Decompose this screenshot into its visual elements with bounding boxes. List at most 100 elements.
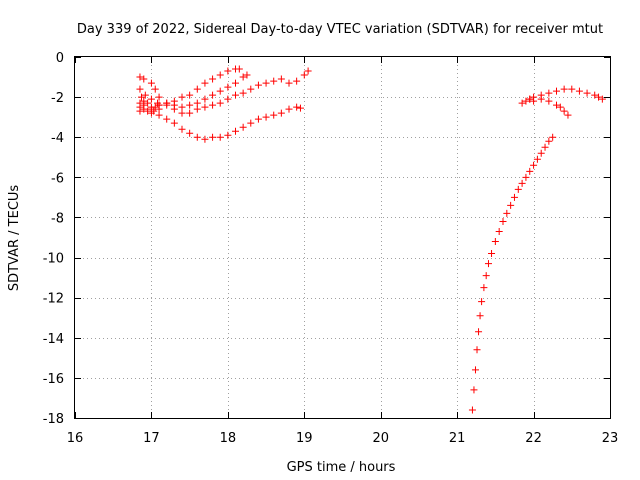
data-point-marker	[537, 149, 545, 157]
axis-ticks	[75, 57, 611, 419]
y-tick-label: -10	[43, 252, 64, 267]
data-point-marker	[480, 284, 488, 292]
data-point-marker	[262, 79, 270, 87]
data-point-marker	[277, 75, 285, 83]
data-point-marker	[537, 95, 545, 103]
data-point-marker	[232, 91, 239, 99]
data-point-marker	[526, 95, 534, 103]
data-point-marker	[285, 79, 293, 87]
data-point-marker	[193, 105, 201, 113]
tick-labels: 16 17 18 19 20 21 22 23 0 -2 -4 -6 -8 -10 -12 -14 -16 -18	[43, 51, 619, 446]
data-point-marker	[141, 91, 149, 99]
plot-frame	[74, 56, 611, 419]
series-arc-right-lower	[526, 95, 572, 119]
data-point-marker	[178, 109, 186, 117]
data-point-marker	[560, 107, 568, 115]
data-point-marker	[476, 312, 484, 320]
data-point-marker	[296, 104, 304, 112]
data-point-marker	[186, 91, 194, 99]
data-markers	[136, 65, 606, 414]
data-point-marker	[136, 73, 144, 81]
chart-title: Day 339 of 2022, Sidereal Day-to-day VTE…	[77, 22, 603, 37]
data-point-marker	[270, 111, 278, 119]
data-point-marker	[595, 93, 603, 101]
data-point-marker	[545, 89, 553, 97]
data-point-marker	[277, 109, 285, 117]
data-point-marker	[262, 113, 270, 121]
y-tick-label: -4	[51, 131, 64, 146]
data-point-marker	[201, 103, 209, 111]
data-point-marker	[471, 366, 479, 374]
data-point-marker	[232, 79, 239, 87]
data-point-marker	[475, 328, 483, 336]
x-tick-label: 23	[602, 431, 619, 446]
data-point-marker	[144, 99, 152, 107]
data-point-marker	[482, 272, 490, 280]
data-point-marker	[495, 227, 503, 235]
y-tick-label: -14	[43, 332, 64, 347]
data-point-marker	[243, 71, 251, 79]
data-point-marker	[518, 179, 526, 187]
data-point-marker	[526, 167, 534, 175]
series-arc-long	[136, 67, 312, 117]
data-point-marker	[163, 101, 171, 109]
data-point-marker	[598, 95, 606, 103]
y-tick-label: 0	[56, 51, 64, 66]
data-point-marker	[473, 346, 481, 354]
grid-lines	[75, 57, 610, 418]
series-arc-lower	[136, 99, 304, 143]
data-point-marker	[530, 161, 538, 169]
data-point-marker	[224, 131, 232, 139]
x-tick-label: 18	[220, 431, 237, 446]
data-point-marker	[254, 115, 262, 123]
data-point-marker	[170, 105, 178, 113]
data-point-marker	[193, 99, 201, 107]
y-tick-label: -12	[43, 292, 64, 307]
data-point-marker	[293, 103, 301, 111]
data-point-marker	[140, 97, 148, 105]
x-axis-title: GPS time / hours	[287, 460, 396, 475]
data-point-marker	[186, 101, 194, 109]
data-point-marker	[155, 105, 163, 113]
x-tick-label: 16	[67, 431, 84, 446]
data-point-marker	[216, 71, 224, 79]
data-point-marker	[514, 185, 522, 193]
data-point-marker	[304, 67, 312, 75]
data-point-marker	[247, 85, 255, 93]
data-point-marker	[137, 93, 145, 101]
data-point-marker	[136, 107, 144, 115]
y-tick-label: -16	[43, 372, 64, 387]
data-point-marker	[503, 209, 511, 217]
data-point-marker	[549, 133, 557, 141]
y-tick-label: -2	[51, 91, 64, 106]
data-point-marker	[553, 101, 560, 109]
data-point-marker	[556, 103, 564, 111]
data-point-marker	[591, 91, 599, 99]
data-point-marker	[209, 101, 217, 109]
data-point-marker	[553, 87, 560, 95]
data-point-marker	[224, 67, 232, 75]
data-point-marker	[468, 406, 476, 414]
data-point-marker	[247, 119, 255, 127]
x-tick-label: 22	[525, 431, 542, 446]
series-arc-cluster	[136, 85, 163, 115]
data-point-marker	[491, 238, 499, 246]
data-point-marker	[193, 133, 201, 141]
x-tick-label: 21	[449, 431, 466, 446]
series-arc-middle	[136, 71, 251, 115]
data-point-marker	[239, 123, 247, 131]
data-point-marker	[144, 107, 152, 115]
data-point-marker	[186, 109, 194, 117]
data-point-marker	[216, 133, 224, 141]
data-point-marker	[239, 89, 247, 97]
data-point-marker	[178, 103, 186, 111]
data-point-marker	[488, 250, 496, 258]
data-point-marker	[568, 85, 576, 93]
y-tick-label: -6	[51, 171, 64, 186]
series-arc-steep	[468, 133, 557, 414]
data-point-marker	[510, 193, 518, 201]
data-point-marker	[541, 143, 549, 151]
data-point-marker	[151, 103, 159, 111]
data-point-marker	[518, 99, 526, 107]
data-point-marker	[170, 119, 178, 127]
